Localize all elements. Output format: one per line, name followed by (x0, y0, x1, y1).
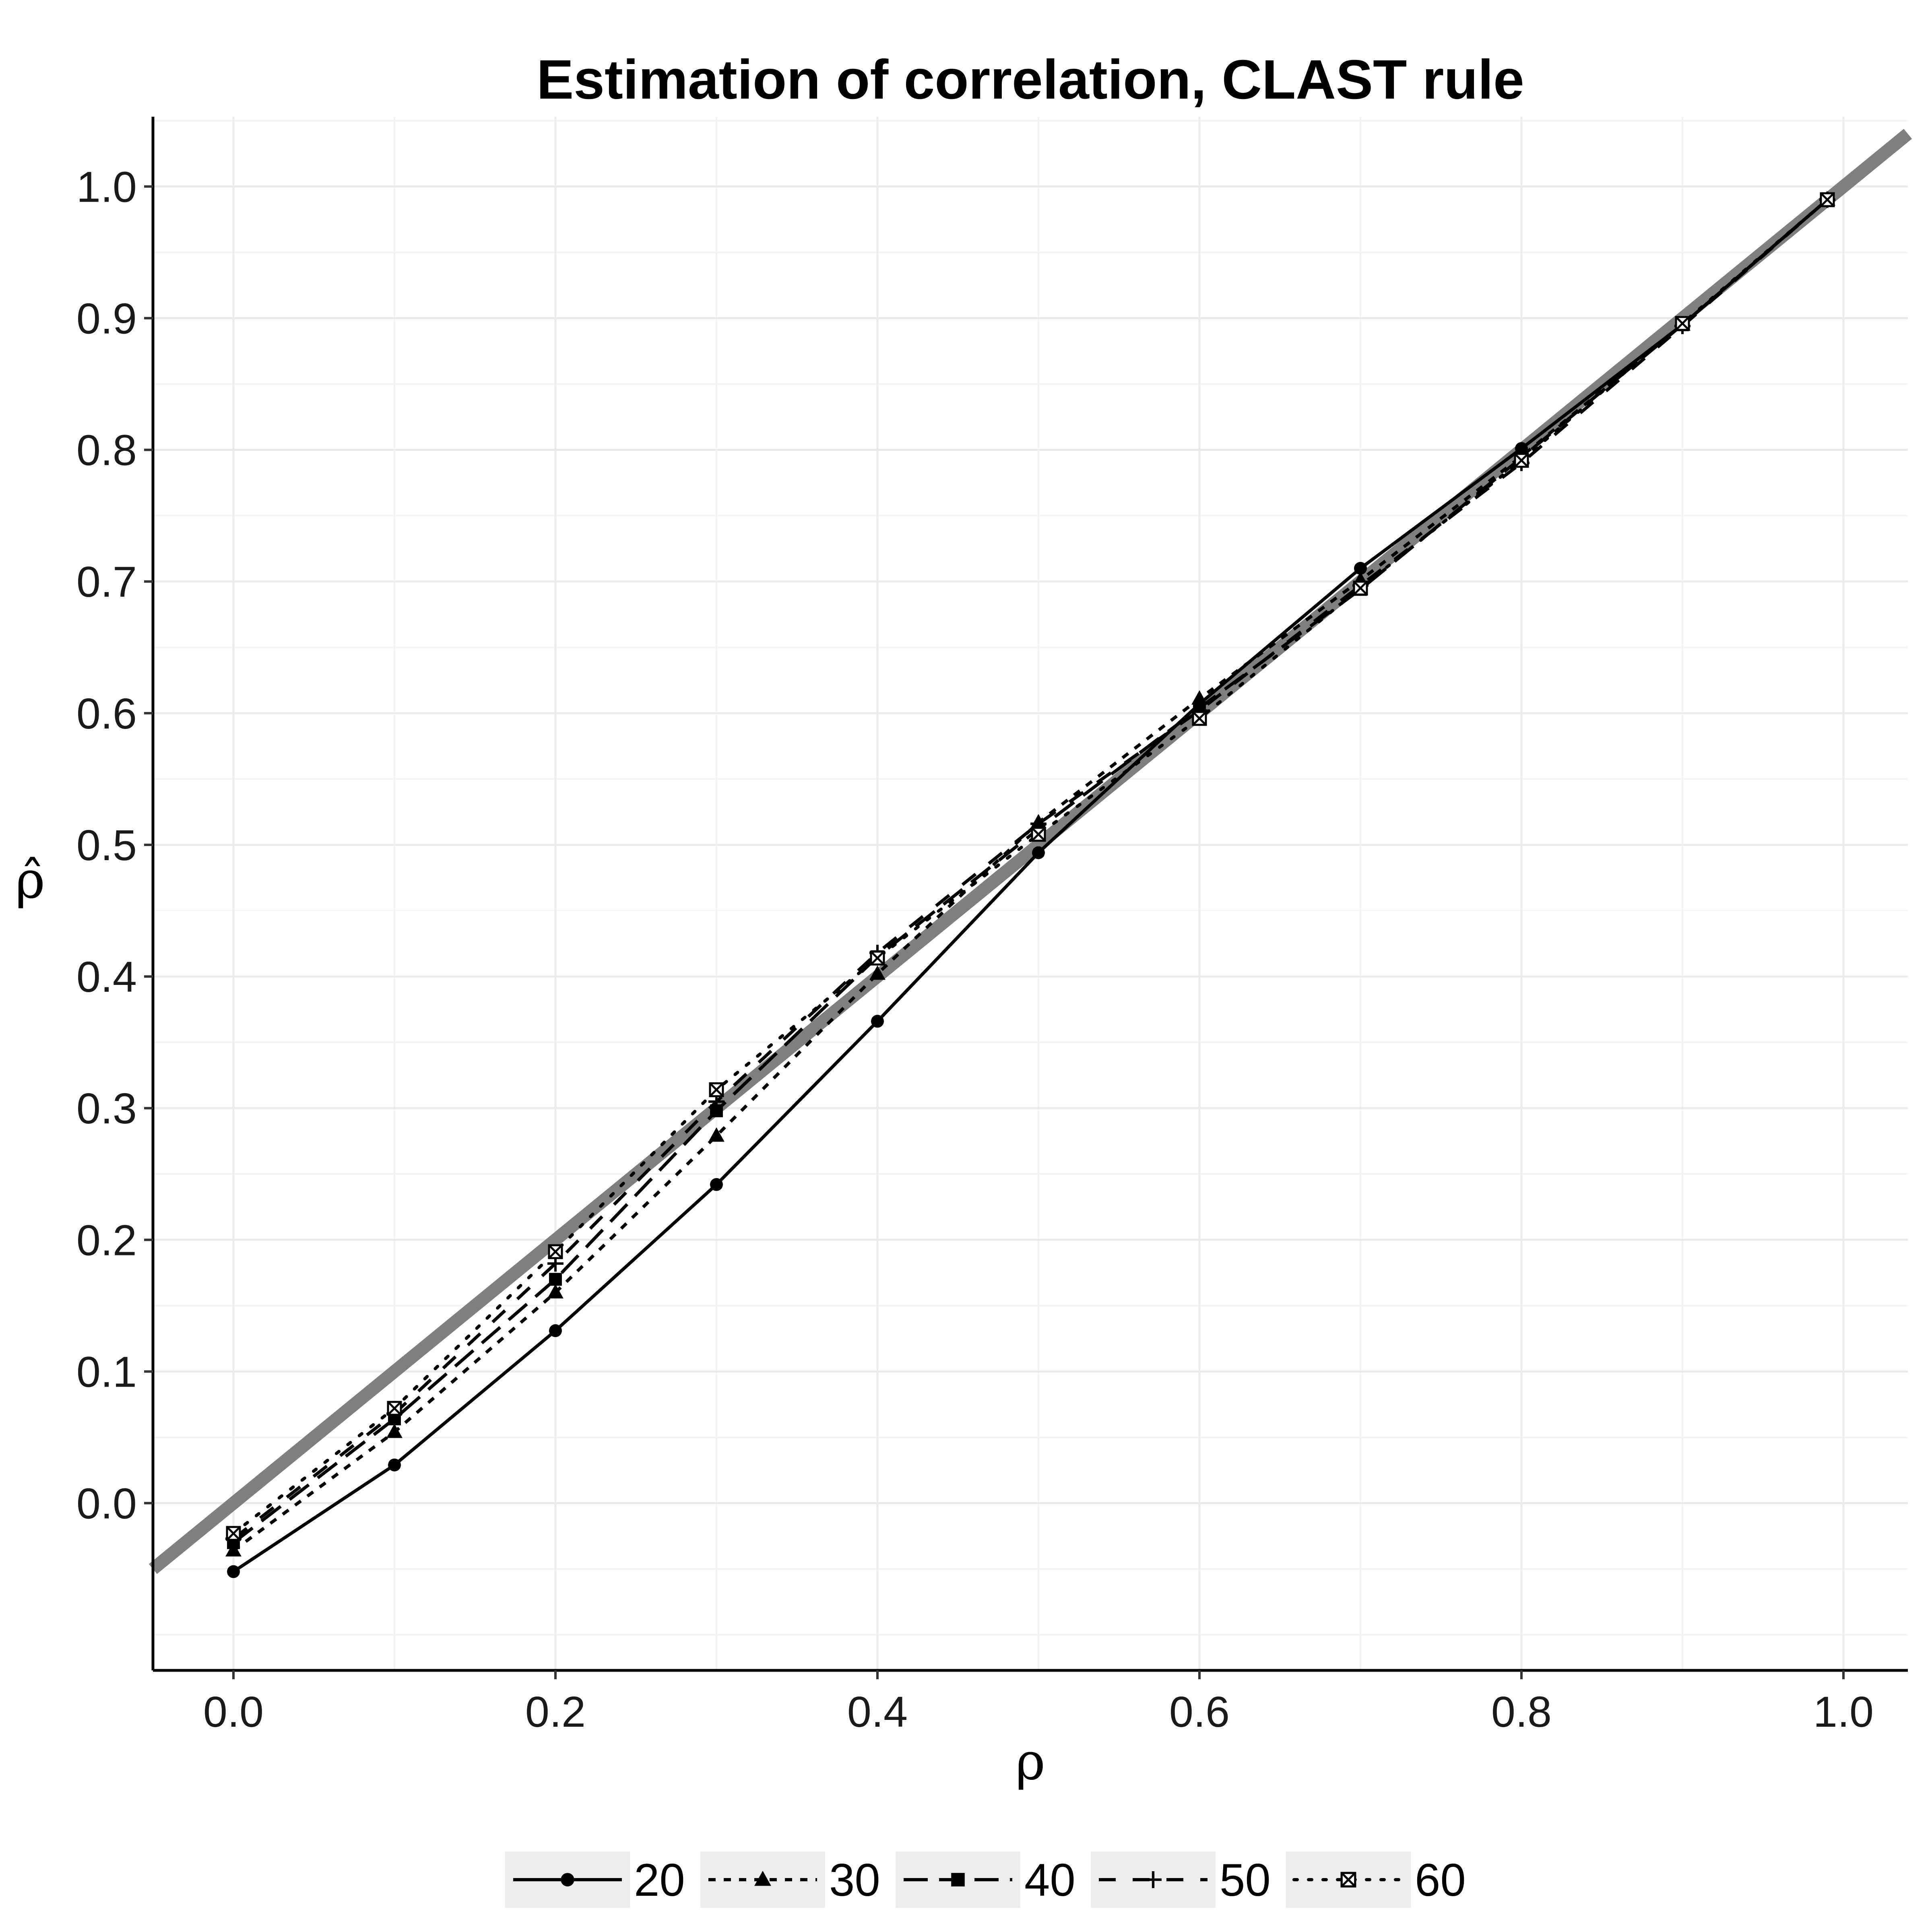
legend-item-50: 50 (1091, 1852, 1271, 1908)
marker-triangle (225, 1542, 242, 1557)
marker-circle (710, 1178, 723, 1191)
axes: 0.0 0.2 0.4 0.6 0.8 1.0 0.0 0.1 0.2 0.3 0.4 0.5 0.6 0… (76, 117, 1908, 1736)
x-tick-label: 0.6 (1169, 1687, 1230, 1736)
y-axis-label: ρ̂ (15, 850, 45, 910)
marker-square-x (1675, 316, 1690, 331)
legend-item-30: 30 (700, 1852, 880, 1908)
marker-circle (561, 1873, 574, 1887)
grid (153, 117, 1908, 1670)
marker-triangle (386, 1423, 402, 1438)
marker-square-x (226, 1526, 241, 1541)
marker-circle (1032, 846, 1045, 859)
marker-square-x (548, 1244, 563, 1259)
y-tick-label: 0.0 (76, 1479, 137, 1528)
chart-title: Estimation of correlation, CLAST rule (537, 49, 1524, 111)
marker-square-x (709, 1082, 724, 1097)
legend-label: 40 (1024, 1855, 1075, 1906)
marker-triangle (754, 1870, 771, 1886)
y-tick-label: 0.3 (76, 1084, 137, 1133)
x-tick-label: 1.0 (1813, 1687, 1874, 1736)
marker-circle (549, 1324, 562, 1338)
legend-label: 60 (1415, 1855, 1466, 1906)
y-tick-label: 0.7 (76, 557, 137, 606)
series-line-50 (232, 198, 1829, 1540)
x-tick-label: 0.2 (525, 1687, 586, 1736)
y-tick-label: 0.1 (76, 1347, 137, 1396)
legend-item-20: 20 (505, 1852, 685, 1908)
y-tick-label: 0.9 (76, 294, 137, 343)
marker-triangle (547, 1284, 564, 1298)
legend-item-60: 60 (1286, 1852, 1466, 1908)
x-tick-label: 0.4 (847, 1687, 908, 1736)
marker-square-x (1192, 711, 1207, 726)
reference-line (149, 129, 1912, 1574)
marker-circle (1354, 562, 1367, 575)
marker-square-x (387, 1401, 402, 1416)
y-tick-label: 1.0 (76, 162, 137, 211)
legend-item-40: 40 (896, 1852, 1075, 1908)
marker-triangle (708, 1127, 724, 1142)
marker-circle (388, 1458, 401, 1472)
marker-triangle (1191, 690, 1208, 705)
identity-reference-line (149, 129, 1912, 1574)
legend-label: 30 (829, 1855, 880, 1906)
marker-triangle (869, 965, 886, 980)
marker-circle (227, 1565, 240, 1578)
y-tick-label: 0.5 (76, 821, 137, 869)
legend-label: 50 (1220, 1855, 1271, 1906)
marker-plus (1145, 1871, 1162, 1888)
y-tick-label: 0.6 (76, 689, 137, 738)
marker-square (951, 1873, 965, 1887)
marker-square-x (1353, 580, 1368, 596)
x-axis-label: ρ (1016, 1732, 1045, 1791)
x-tick-label: 0.8 (1491, 1687, 1552, 1736)
marker-square-x (1031, 827, 1046, 842)
y-tick-label: 0.4 (76, 952, 137, 1001)
marker-square-x (870, 950, 885, 966)
marker-square-x (1514, 453, 1529, 468)
marker-circle (871, 1015, 884, 1028)
marker-square (549, 1273, 562, 1286)
legend-label: 20 (634, 1855, 685, 1906)
y-tick-label: 0.8 (76, 426, 137, 475)
marker-square-x (1820, 192, 1835, 207)
marker-square-x (1340, 1872, 1356, 1888)
series-group (225, 191, 1835, 1578)
y-tick-label: 0.2 (76, 1216, 137, 1264)
x-tick-label: 0.0 (203, 1687, 264, 1736)
legend: 20 30 40 50 60 (505, 1852, 1466, 1908)
series-60 (226, 192, 1835, 1541)
